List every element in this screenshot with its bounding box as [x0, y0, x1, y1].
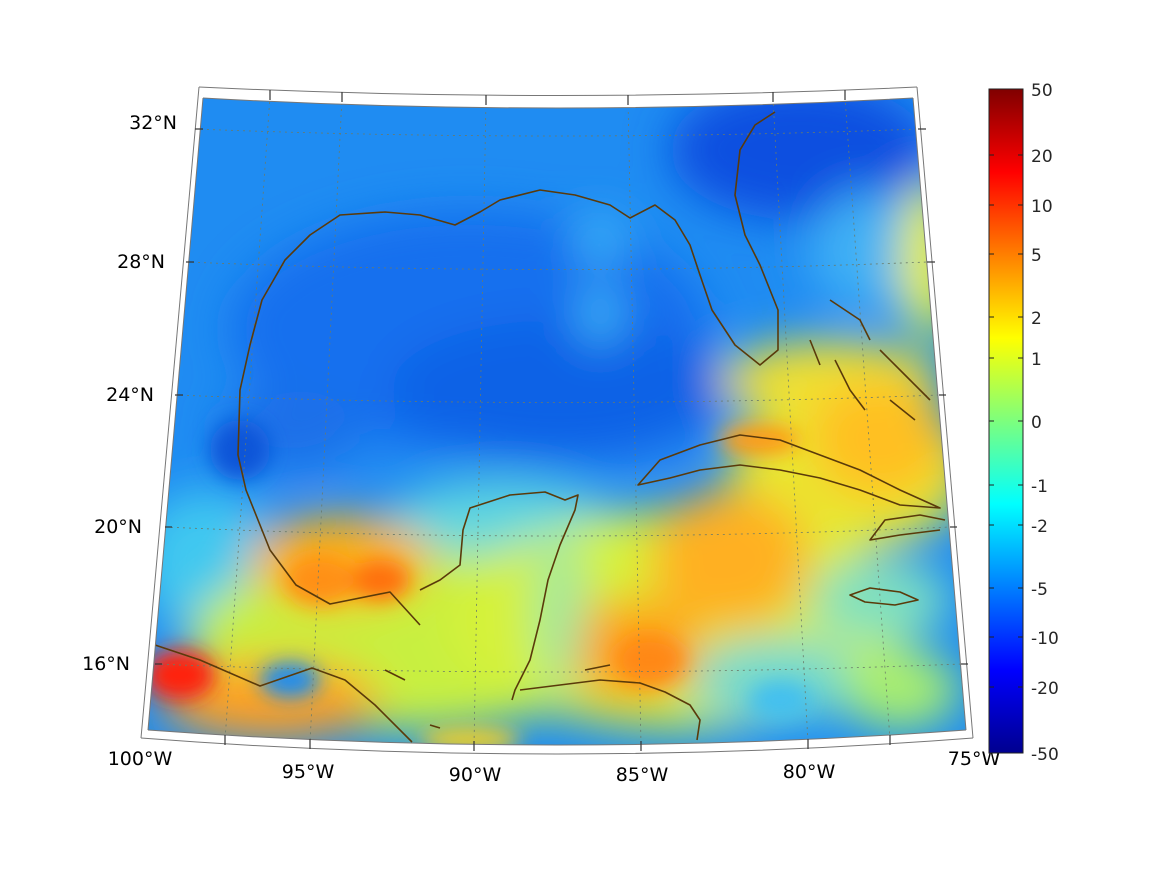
- colorbar-label-neg20: -20: [1031, 679, 1059, 699]
- lat-label-20: 20°N: [94, 516, 142, 538]
- yucatan-coast: [419, 491, 579, 701]
- map-frame: [140, 86, 974, 755]
- central-america-coast: [519, 679, 701, 741]
- lon-label-100: 100°W: [108, 748, 173, 770]
- lat-label-28: 28°N: [117, 251, 165, 273]
- lon-label-85: 85°W: [616, 764, 669, 786]
- lon-label-90: 90°W: [449, 764, 502, 786]
- colorbar-label-20: 20: [1031, 147, 1053, 167]
- lat-label-16: 16°N: [82, 653, 130, 675]
- colorbar-label-10: 10: [1031, 197, 1053, 217]
- lat-label-32: 32°N: [129, 112, 177, 134]
- colorbar-label-5: 5: [1031, 246, 1042, 266]
- hispaniola: [869, 514, 946, 541]
- yucatan-islands: [384, 664, 611, 729]
- data-field: [148, 98, 966, 745]
- graticule: [154, 98, 962, 745]
- colorbar-label-neg50: -50: [1031, 745, 1059, 765]
- colorbar-gradient: [988, 88, 1024, 754]
- colorbar-label-neg10: -10: [1031, 629, 1059, 649]
- cuba: [637, 434, 941, 509]
- colorbar-label-0: 0: [1031, 413, 1042, 433]
- bahamas: [809, 299, 931, 421]
- colorbar-label-50: 50: [1031, 81, 1053, 101]
- lon-label-80: 80°W: [783, 761, 836, 783]
- lat-label-24: 24°N: [106, 384, 154, 406]
- colorbar-ticks: [989, 154, 1023, 688]
- pacific-coast: [154, 644, 413, 743]
- longitude-labels: 100°W 95°W 90°W 85°W 80°W 75°W: [108, 748, 1001, 786]
- gulf-coast: [237, 111, 779, 626]
- coastlines: [154, 111, 946, 743]
- colorbar-label-2: 2: [1031, 309, 1042, 329]
- colorbar-label-neg5: -5: [1031, 580, 1048, 600]
- colorbar-label-1: 1: [1031, 350, 1042, 370]
- latitude-labels: 16°N 20°N 24°N 28°N 32°N: [82, 112, 177, 675]
- lon-label-75: 75°W: [948, 748, 1001, 770]
- frame-ticks: [155, 90, 968, 751]
- colorbar-label-neg2: -2: [1031, 517, 1048, 537]
- jamaica: [849, 587, 919, 606]
- lon-label-95: 95°W: [282, 761, 335, 783]
- colorbar: 50 20 10 5 2 1 0 -1 -2 -5 -10 -20 -50: [988, 81, 1059, 765]
- colorbar-label-neg1: -1: [1031, 477, 1048, 497]
